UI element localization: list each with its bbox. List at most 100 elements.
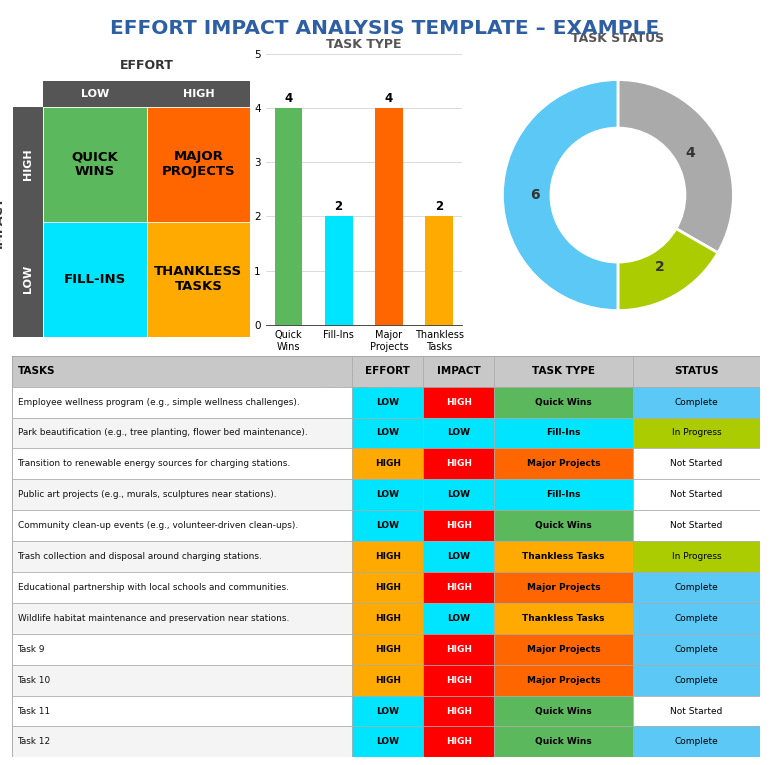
Text: Public art projects (e.g., murals, sculptures near stations).: Public art projects (e.g., murals, sculp…	[18, 490, 276, 500]
Text: In Progress: In Progress	[671, 552, 721, 561]
FancyBboxPatch shape	[12, 541, 352, 572]
Text: HIGH: HIGH	[446, 675, 472, 685]
FancyBboxPatch shape	[424, 448, 494, 480]
FancyBboxPatch shape	[424, 356, 494, 386]
FancyBboxPatch shape	[146, 107, 250, 222]
FancyBboxPatch shape	[12, 572, 352, 603]
Text: Thankless Tasks: Thankless Tasks	[522, 552, 604, 561]
Text: Complete: Complete	[675, 675, 718, 685]
FancyBboxPatch shape	[633, 572, 760, 603]
FancyBboxPatch shape	[633, 480, 760, 510]
Text: HIGH: HIGH	[446, 583, 472, 592]
FancyBboxPatch shape	[424, 603, 494, 633]
FancyBboxPatch shape	[633, 665, 760, 695]
FancyBboxPatch shape	[43, 107, 146, 222]
Text: Major Projects: Major Projects	[527, 675, 601, 685]
FancyBboxPatch shape	[424, 695, 494, 727]
Text: LOW: LOW	[447, 614, 470, 623]
Text: LOW: LOW	[376, 398, 399, 406]
Text: Wildlife habitat maintenance and preservation near stations.: Wildlife habitat maintenance and preserv…	[18, 614, 289, 623]
Text: HIGH: HIGH	[446, 707, 472, 715]
FancyBboxPatch shape	[633, 727, 760, 757]
FancyBboxPatch shape	[12, 448, 352, 480]
FancyBboxPatch shape	[12, 107, 43, 222]
Text: Quick Wins: Quick Wins	[535, 707, 592, 715]
Text: Major Projects: Major Projects	[527, 645, 601, 654]
Wedge shape	[618, 229, 718, 311]
FancyBboxPatch shape	[494, 418, 633, 448]
Text: HIGH: HIGH	[446, 398, 472, 406]
Text: Quick Wins: Quick Wins	[535, 737, 592, 747]
Text: 2: 2	[335, 200, 343, 213]
Text: LOW: LOW	[376, 521, 399, 530]
Text: HIGH: HIGH	[446, 645, 472, 654]
FancyBboxPatch shape	[494, 541, 633, 572]
FancyBboxPatch shape	[494, 633, 633, 665]
Text: EFFORT: EFFORT	[365, 366, 410, 376]
Text: 4: 4	[284, 92, 293, 105]
FancyBboxPatch shape	[424, 633, 494, 665]
Text: Transition to renewable energy sources for charging stations.: Transition to renewable energy sources f…	[18, 459, 290, 468]
Text: 4: 4	[385, 92, 393, 105]
FancyBboxPatch shape	[43, 222, 146, 337]
Text: LOW: LOW	[447, 490, 470, 500]
Text: MAJOR
PROJECTS: MAJOR PROJECTS	[162, 151, 235, 178]
Text: HIGH: HIGH	[375, 614, 400, 623]
FancyBboxPatch shape	[146, 81, 250, 107]
FancyBboxPatch shape	[424, 572, 494, 603]
FancyBboxPatch shape	[424, 510, 494, 541]
FancyBboxPatch shape	[494, 665, 633, 695]
FancyBboxPatch shape	[12, 665, 352, 695]
FancyBboxPatch shape	[12, 695, 352, 727]
FancyBboxPatch shape	[494, 695, 633, 727]
Text: EFFORT: EFFORT	[119, 59, 173, 72]
Text: Task 11: Task 11	[18, 707, 51, 715]
Text: 4: 4	[685, 146, 695, 161]
FancyBboxPatch shape	[424, 665, 494, 695]
FancyBboxPatch shape	[633, 541, 760, 572]
Text: QUICK
WINS: QUICK WINS	[72, 151, 118, 178]
Text: HIGH: HIGH	[375, 459, 400, 468]
FancyBboxPatch shape	[494, 603, 633, 633]
Text: Thankless Tasks: Thankless Tasks	[522, 614, 604, 623]
Text: HIGH: HIGH	[375, 645, 400, 654]
Text: In Progress: In Progress	[671, 428, 721, 438]
Text: LOW: LOW	[81, 90, 109, 99]
FancyBboxPatch shape	[633, 386, 760, 418]
Text: THANKLESS
TASKS: THANKLESS TASKS	[154, 265, 243, 293]
Text: LOW: LOW	[376, 490, 399, 500]
Text: Complete: Complete	[675, 737, 718, 747]
FancyBboxPatch shape	[352, 727, 424, 757]
Bar	[375, 108, 403, 325]
FancyBboxPatch shape	[494, 727, 633, 757]
FancyBboxPatch shape	[494, 510, 633, 541]
FancyBboxPatch shape	[352, 633, 424, 665]
FancyBboxPatch shape	[146, 222, 250, 337]
Text: Not Started: Not Started	[670, 707, 722, 715]
FancyBboxPatch shape	[633, 603, 760, 633]
Text: Complete: Complete	[675, 645, 718, 654]
Text: Community clean-up events (e.g., volunteer-driven clean-ups).: Community clean-up events (e.g., volunte…	[18, 521, 298, 530]
FancyBboxPatch shape	[352, 480, 424, 510]
FancyBboxPatch shape	[352, 510, 424, 541]
Text: Task 10: Task 10	[18, 675, 51, 685]
Text: Major Projects: Major Projects	[527, 583, 601, 592]
Legend: Not Started, In Progress, Complete: Not Started, In Progress, Complete	[320, 364, 484, 398]
FancyBboxPatch shape	[494, 572, 633, 603]
FancyBboxPatch shape	[352, 356, 424, 386]
FancyBboxPatch shape	[12, 727, 352, 757]
Text: HIGH: HIGH	[446, 737, 472, 747]
Text: LOW: LOW	[376, 737, 399, 747]
Text: LOW: LOW	[447, 552, 470, 561]
FancyBboxPatch shape	[12, 386, 352, 418]
Wedge shape	[502, 80, 618, 311]
Text: Task 9: Task 9	[18, 645, 45, 654]
Text: HIGH: HIGH	[22, 148, 32, 181]
FancyBboxPatch shape	[633, 418, 760, 448]
FancyBboxPatch shape	[633, 695, 760, 727]
FancyBboxPatch shape	[424, 480, 494, 510]
FancyBboxPatch shape	[12, 603, 352, 633]
Text: 2: 2	[435, 200, 444, 213]
Title: TASK TYPE: TASK TYPE	[326, 38, 402, 51]
FancyBboxPatch shape	[424, 418, 494, 448]
